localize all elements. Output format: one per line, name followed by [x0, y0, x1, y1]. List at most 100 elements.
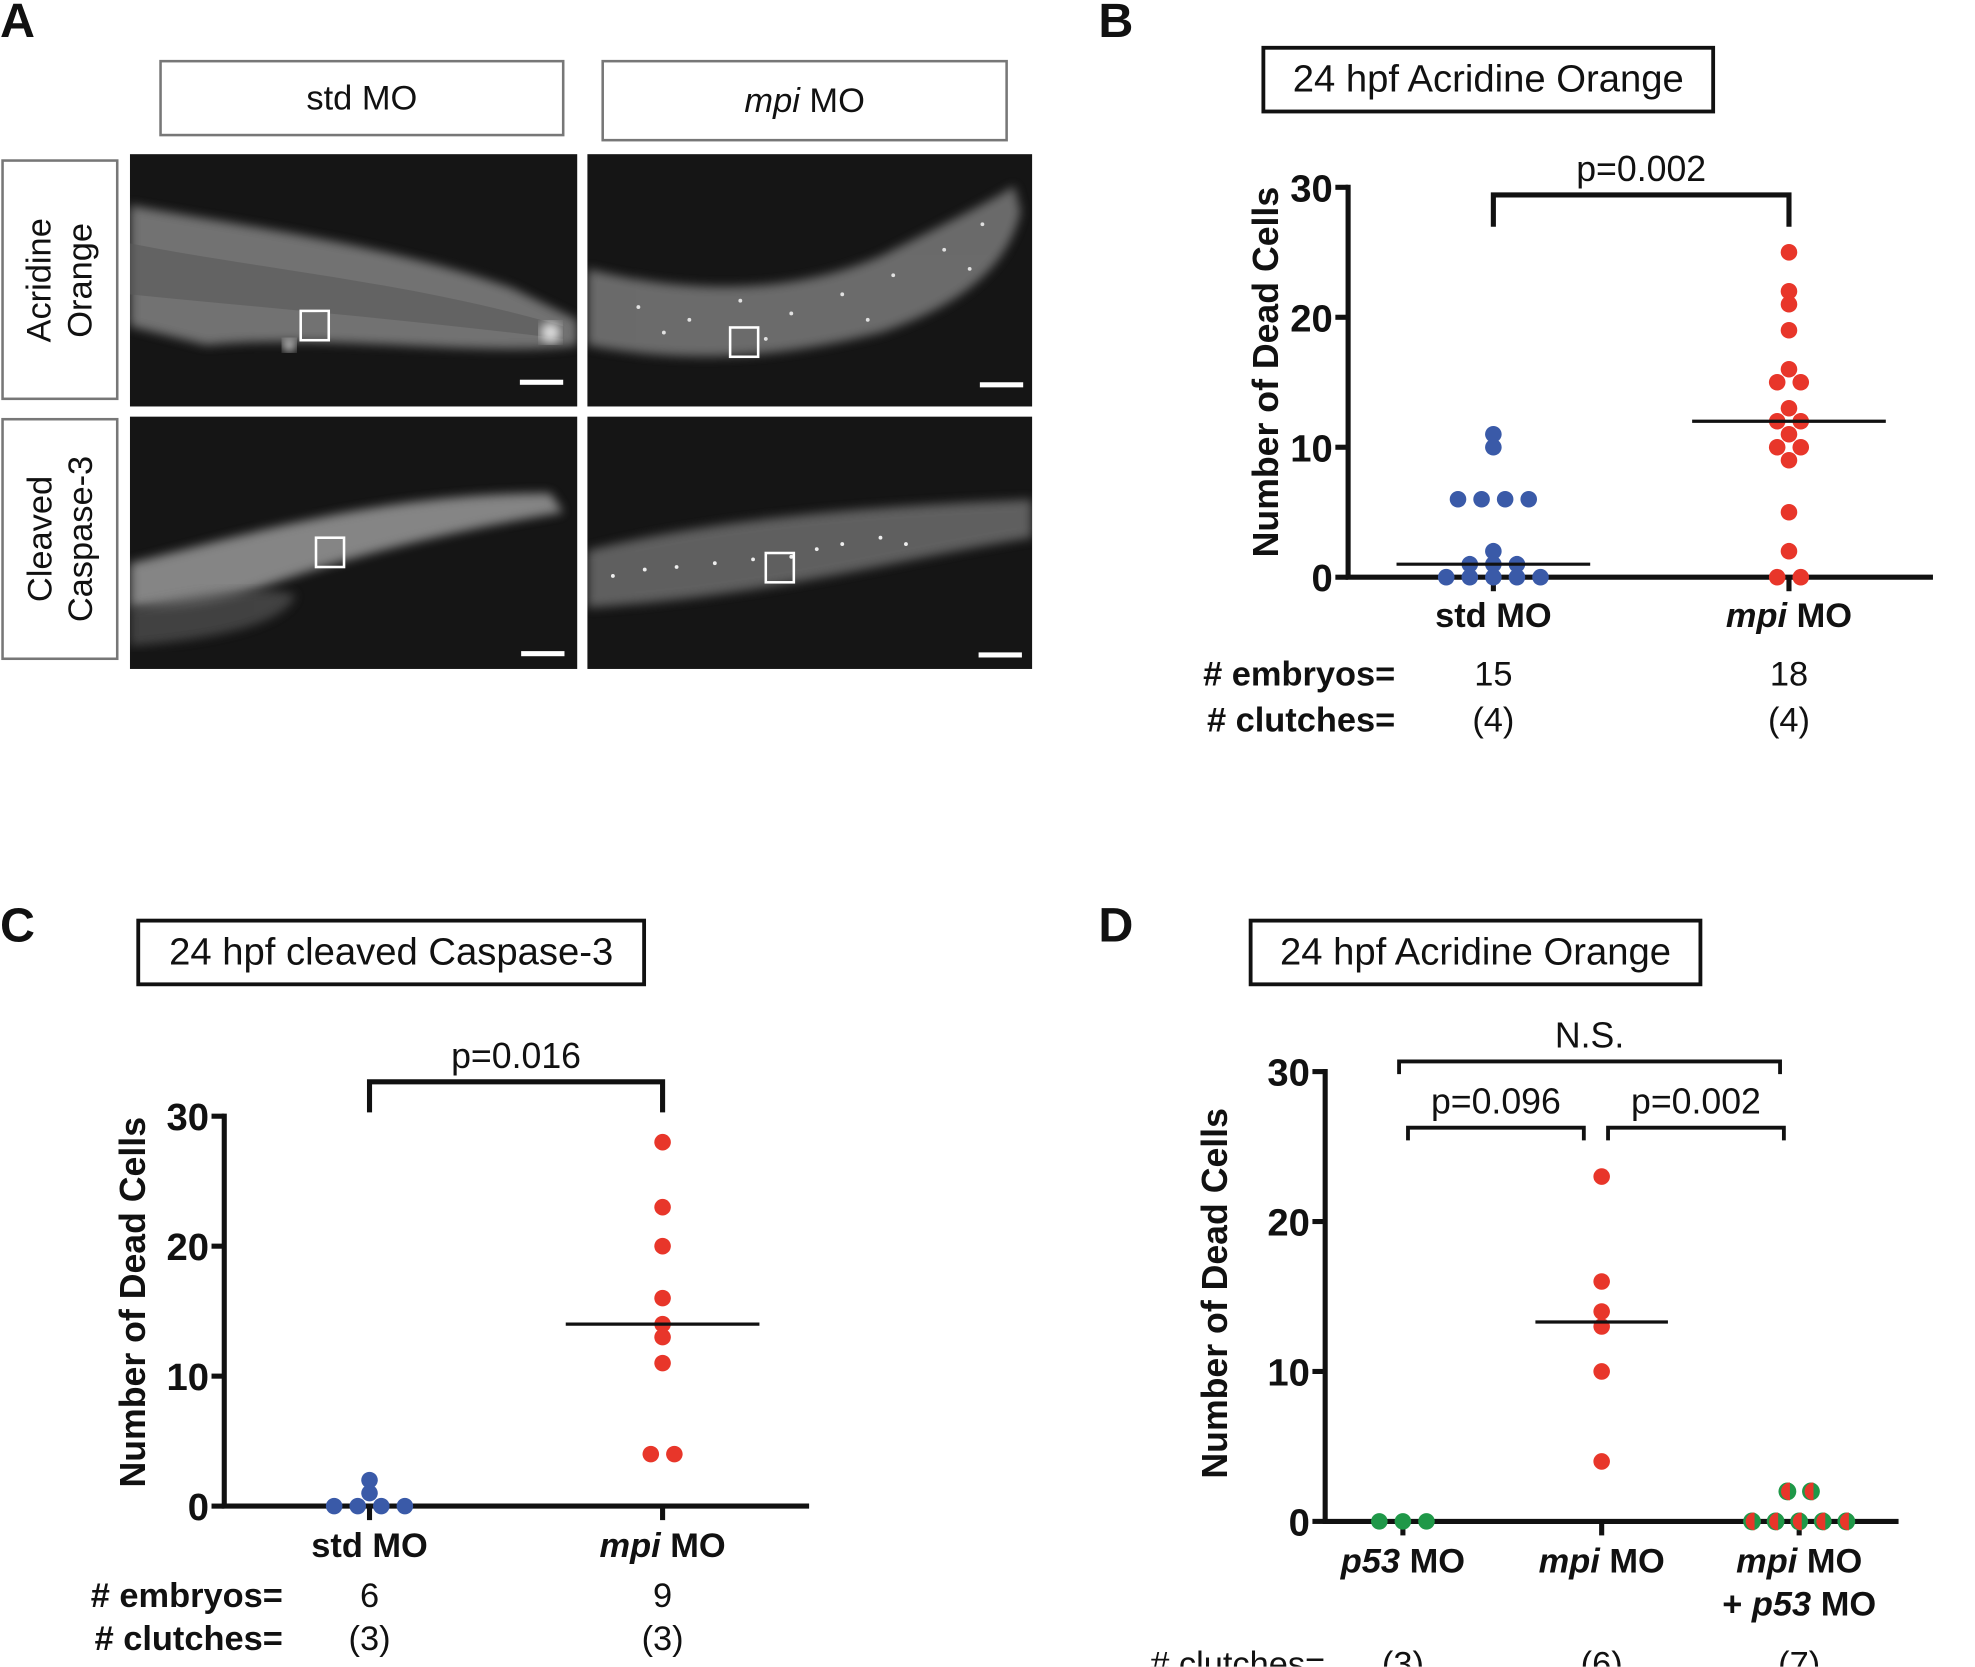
data-point — [1508, 568, 1526, 586]
data-point — [666, 1445, 683, 1463]
inset-box — [299, 309, 331, 342]
significance-bracket — [1606, 1125, 1786, 1141]
y-tick-label: 0 — [1312, 557, 1333, 600]
data-point — [396, 1497, 414, 1515]
x-category-label: mpi MO — [1539, 1542, 1665, 1580]
data-point — [1449, 490, 1467, 508]
y-tick-label: 20 — [166, 1226, 209, 1269]
data-point-half — [1792, 1512, 1802, 1531]
y-tick-label: 10 — [1267, 1351, 1310, 1394]
data-point — [1768, 438, 1786, 456]
data-point — [1780, 451, 1798, 469]
footer-value: (3) — [1382, 1646, 1424, 1667]
column-header-mpi-name: mpi — [744, 80, 800, 120]
p-value-label: p=0.002 — [1631, 1082, 1761, 1122]
data-point — [1780, 360, 1798, 378]
data-point — [1792, 438, 1810, 456]
data-point — [654, 1198, 671, 1216]
data-point-half — [1745, 1512, 1755, 1531]
data-point — [1496, 490, 1514, 508]
data-point — [1371, 1513, 1388, 1530]
p-value-label: N.S. — [1555, 1015, 1624, 1055]
data-point — [1485, 542, 1502, 560]
footer-value: 18 — [1770, 656, 1808, 694]
inset-box — [728, 326, 760, 359]
x-category-label: mpi MO — [1736, 1542, 1862, 1580]
column-header-mpi-suffix: MO — [799, 80, 865, 120]
y-axis-label: Number of Dead Cells — [1195, 1108, 1235, 1479]
data-point-half — [1781, 1482, 1790, 1501]
footer-value: (6) — [1581, 1646, 1623, 1667]
x-category-label: std MO — [311, 1527, 428, 1565]
data-point — [1485, 438, 1502, 456]
chart-d-title: 24 hpf Acridine Orange — [1248, 918, 1703, 987]
data-point — [1485, 568, 1502, 586]
footer-label: # clutches= — [1150, 1646, 1325, 1667]
column-header-std-name: std — [306, 78, 353, 117]
chart-c-title: 24 hpf cleaved Caspase-3 — [136, 918, 647, 987]
data-point — [1485, 425, 1502, 443]
y-tick-label: 10 — [1290, 427, 1333, 470]
footer-label: # clutches= — [1207, 701, 1395, 739]
data-point — [642, 1445, 660, 1463]
data-point — [1593, 1303, 1610, 1320]
micrograph-mpi-acridine-orange — [587, 154, 1033, 407]
data-point — [1593, 1168, 1610, 1185]
data-point — [1593, 1363, 1610, 1380]
data-point-half — [1769, 1512, 1779, 1531]
scale-bar — [978, 652, 1022, 658]
significance-bracket — [1397, 1059, 1782, 1075]
panel-b-letter: B — [1098, 0, 1134, 49]
y-tick-label: 30 — [1290, 167, 1333, 210]
inset-box — [764, 551, 796, 584]
y-tick-label: 30 — [1267, 1052, 1310, 1095]
chart-d: 0 10 20 30 Number of Dead Cells p53 MO mpi MO m… — [1150, 1015, 1899, 1667]
micrograph-mpi-cleaved-caspase-3 — [587, 416, 1033, 669]
data-point — [1473, 490, 1490, 508]
data-point — [1394, 1513, 1412, 1530]
data-point — [1593, 1453, 1610, 1470]
footer-value: (3) — [642, 1620, 684, 1658]
data-point — [1780, 244, 1798, 261]
column-header-mpi-mo: mpi MO — [601, 59, 1008, 142]
data-point — [1780, 503, 1798, 521]
significance-bracket — [366, 1079, 666, 1113]
y-tick-label: 20 — [1290, 297, 1333, 340]
data-point — [1532, 568, 1549, 586]
data-point — [1780, 295, 1798, 313]
data-point-half — [1804, 1482, 1814, 1501]
footer-value: 15 — [1474, 656, 1512, 694]
data-point — [1768, 373, 1786, 391]
data-point — [1461, 568, 1479, 586]
column-header-std-mo: std MO — [159, 59, 565, 137]
column-header-std-suffix: MO — [352, 78, 418, 117]
footer-value: (3) — [349, 1620, 391, 1658]
micrograph-std-cleaved-caspase-3 — [129, 416, 578, 669]
panel-c-letter: C — [0, 899, 35, 954]
footer-value: (7) — [1778, 1646, 1820, 1667]
significance-bracket — [1490, 192, 1792, 227]
y-tick-label: 0 — [188, 1486, 209, 1529]
data-point — [361, 1484, 378, 1502]
scale-bar — [979, 382, 1024, 388]
x-category-label: mpi MO — [1726, 597, 1852, 635]
data-point-half — [1816, 1512, 1826, 1531]
footer-value: 6 — [360, 1577, 379, 1615]
data-point — [349, 1497, 367, 1515]
data-point — [654, 1328, 671, 1346]
data-point — [654, 1289, 671, 1307]
y-tick-label: 30 — [166, 1096, 209, 1139]
data-point — [654, 1237, 671, 1255]
data-point — [1593, 1273, 1610, 1290]
data-point — [1418, 1513, 1435, 1530]
inset-box — [314, 536, 346, 569]
x-category-label: mpi MO — [600, 1527, 726, 1565]
row-label-cleaved-caspase-3: Cleaved Caspase-3 — [1, 417, 119, 661]
footer-label: # embryos= — [91, 1577, 283, 1615]
data-point — [1520, 490, 1538, 508]
p-value-label: p=0.016 — [451, 1036, 581, 1076]
p-value-label: p=0.096 — [1431, 1082, 1561, 1122]
